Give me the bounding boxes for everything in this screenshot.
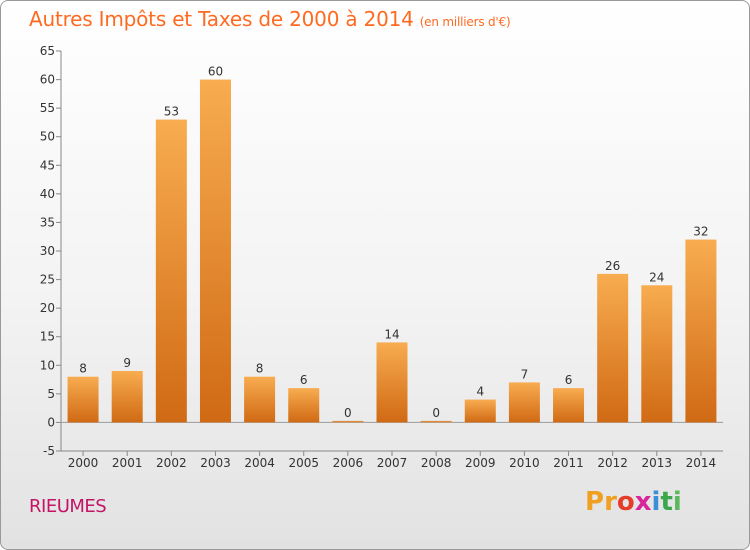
data-label: 14 xyxy=(384,327,399,341)
chart-unit: (en milliers d'€) xyxy=(419,15,511,29)
y-tick-label: -5 xyxy=(43,444,55,458)
y-tick-label: 35 xyxy=(40,215,55,229)
bar xyxy=(685,239,717,423)
x-tick-label: 2004 xyxy=(244,456,275,470)
bar xyxy=(376,342,408,423)
y-tick-label: 10 xyxy=(40,358,55,372)
y-tick-label: 15 xyxy=(40,330,55,344)
bar xyxy=(199,79,231,423)
x-tick-label: 2014 xyxy=(686,456,717,470)
data-label: 24 xyxy=(649,270,664,284)
logo-letter: P xyxy=(585,487,605,517)
y-tick-label: 60 xyxy=(40,73,55,87)
data-label: 26 xyxy=(605,259,620,273)
x-tick-label: 2003 xyxy=(200,456,231,470)
bar xyxy=(111,371,143,423)
y-tick-label: 25 xyxy=(40,273,55,287)
logo-letter: i xyxy=(672,487,682,517)
x-tick-label: 2005 xyxy=(288,456,319,470)
y-tick-label: 40 xyxy=(40,187,55,201)
data-label: 8 xyxy=(79,362,87,376)
bar xyxy=(641,285,673,423)
bar xyxy=(597,273,629,423)
x-tick-label: 2000 xyxy=(68,456,99,470)
chart-title-text: Autres Impôts et Taxes de 2000 à 2014 xyxy=(29,7,414,31)
x-tick-label: 2011 xyxy=(553,456,584,470)
data-label: 6 xyxy=(300,373,308,387)
logo-letter: i xyxy=(651,487,661,517)
x-tick-label: 2002 xyxy=(156,456,187,470)
bar xyxy=(508,382,540,423)
logo-letter: x xyxy=(634,487,652,517)
y-tick-label: 20 xyxy=(40,301,55,315)
x-tick-label: 2001 xyxy=(112,456,143,470)
y-tick-label: 30 xyxy=(40,244,55,258)
bar xyxy=(464,399,496,423)
bar xyxy=(67,376,99,423)
x-tick-label: 2010 xyxy=(509,456,540,470)
x-tick-label: 2006 xyxy=(333,456,364,470)
data-label: 4 xyxy=(476,385,484,399)
commune-name: RIEUMES xyxy=(29,496,107,517)
bar xyxy=(244,376,276,423)
data-label: 6 xyxy=(565,373,573,387)
chart-bars xyxy=(67,79,717,423)
data-label: 7 xyxy=(521,367,529,381)
y-tick-label: 0 xyxy=(47,415,55,429)
bar xyxy=(332,420,364,423)
logo-letter: o xyxy=(616,487,635,517)
data-label: 8 xyxy=(256,362,264,376)
logo-letter: r xyxy=(604,487,617,517)
y-tick-label: 55 xyxy=(40,101,55,115)
y-tick-label: 45 xyxy=(40,158,55,172)
data-label: 53 xyxy=(164,105,179,119)
logo-letter: t xyxy=(660,487,673,517)
data-label: 0 xyxy=(344,406,352,420)
bar xyxy=(288,388,320,423)
y-tick-label: 65 xyxy=(40,44,55,58)
x-tick-label: 2007 xyxy=(377,456,408,470)
x-tick-label: 2009 xyxy=(465,456,496,470)
x-tick-label: 2013 xyxy=(642,456,673,470)
y-tick-label: 5 xyxy=(47,387,55,401)
data-label: 0 xyxy=(432,406,440,420)
x-tick-label: 2012 xyxy=(597,456,628,470)
proxiti-logo[interactable]: Proxiti xyxy=(585,487,682,517)
bar xyxy=(155,119,187,423)
data-label: 60 xyxy=(208,65,223,79)
bar xyxy=(420,420,452,423)
bar xyxy=(553,388,585,423)
y-tick-label: 50 xyxy=(40,130,55,144)
data-label: 32 xyxy=(693,225,708,239)
chart-title: Autres Impôts et Taxes de 2000 à 2014 (en… xyxy=(29,7,511,31)
data-label: 9 xyxy=(123,356,131,370)
x-tick-label: 2008 xyxy=(421,456,452,470)
